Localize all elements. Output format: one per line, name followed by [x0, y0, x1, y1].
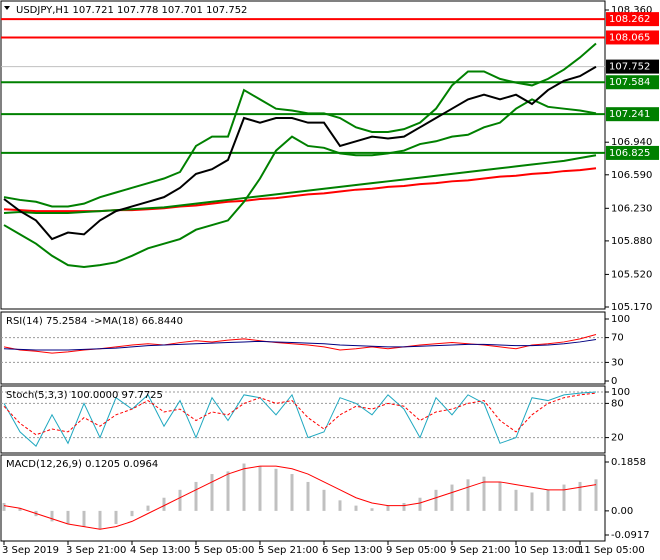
- x-tick-label: 6 Sep 13:00: [322, 545, 382, 556]
- panel-frame: [0, 454, 606, 542]
- macd-bar: [498, 481, 502, 511]
- panel-title: MACD(12,26,9) 0.1205 0.0964: [6, 459, 158, 470]
- macd-bar: [82, 510, 86, 527]
- x-tick-label: 9 Sep 05:00: [386, 545, 446, 556]
- level-label-box: [606, 107, 659, 122]
- menu-arrow: [4, 6, 10, 10]
- x-tick-label: 10 Sep 13:00: [514, 545, 581, 556]
- panel-title: USDJPY,H1 107.721 107.778 107.701 107.75…: [16, 5, 247, 16]
- macd-bar: [194, 481, 198, 511]
- y-tick-label: 0.1858: [611, 457, 646, 468]
- y-tick-label: 105.170: [611, 302, 652, 313]
- series-line: [3, 65, 597, 241]
- macd-bar: [338, 500, 342, 511]
- level-label: 108.065: [609, 32, 650, 43]
- macd-bar: [514, 489, 518, 511]
- macd-bar: [146, 505, 150, 511]
- macd-bar: [98, 510, 102, 530]
- current-price-box: [606, 59, 659, 74]
- level-label-box: [606, 145, 659, 160]
- macd-bar: [2, 502, 6, 511]
- macd-bar: [50, 510, 54, 522]
- series-line: [3, 98, 597, 268]
- y-tick-label: 100: [611, 387, 630, 398]
- x-tick-label: 3 Sep 21:00: [66, 545, 126, 556]
- series-line: [3, 154, 597, 214]
- panel-title: RSI(14) 75.2584 ->MA(18) 66.8440: [6, 316, 183, 327]
- macd-bar: [434, 489, 438, 511]
- x-tick-label: 5 Sep 21:00: [258, 545, 318, 556]
- current-price-label: 107.752: [609, 62, 650, 73]
- level-label: 107.241: [609, 109, 650, 120]
- macd-bar: [322, 489, 326, 511]
- series-line: [3, 338, 597, 351]
- macd-bar: [418, 497, 422, 511]
- macd-bar: [594, 479, 598, 511]
- series-line: [3, 42, 597, 208]
- panel-title: Stoch(5,3,3) 100.0000 97.7725: [6, 390, 163, 401]
- macd-bar: [274, 468, 278, 511]
- y-tick-label: 106.940: [611, 137, 652, 148]
- macd-bar: [178, 489, 182, 511]
- macd-bar: [226, 471, 230, 511]
- series-line: [3, 391, 597, 447]
- panel-frame: [0, 0, 606, 310]
- series-line: [3, 392, 597, 436]
- level-label-box: [606, 12, 659, 27]
- level-label-box: [606, 30, 659, 45]
- x-tick-label: 9 Sep 21:00: [450, 545, 510, 556]
- y-tick-label: 30: [611, 357, 624, 368]
- x-tick-label: 4 Sep 13:00: [130, 545, 190, 556]
- y-tick-label: 106.230: [611, 203, 652, 214]
- y-tick-label: 106.590: [611, 170, 652, 181]
- level-label: 106.825: [609, 148, 650, 159]
- y-tick-label: -0.0917: [611, 530, 650, 541]
- macd-bar: [290, 474, 294, 511]
- macd-bar: [66, 510, 70, 525]
- level-label-box: [606, 75, 659, 90]
- macd-bar: [450, 484, 454, 511]
- x-tick-label: 11 Sep 05:00: [578, 545, 645, 556]
- macd-bar: [354, 505, 358, 511]
- level-label: 107.584: [609, 77, 650, 88]
- macd-bar: [370, 508, 374, 511]
- macd-bar: [562, 484, 566, 511]
- macd-bar: [482, 476, 486, 511]
- x-tick-label: 5 Sep 05:00: [194, 545, 254, 556]
- y-tick-label: 100: [611, 314, 630, 325]
- y-tick-label: 0: [611, 376, 617, 387]
- macd-bar: [530, 492, 534, 511]
- macd-bar: [546, 489, 550, 511]
- macd-bar: [114, 510, 118, 525]
- macd-bar: [306, 481, 310, 511]
- x-tick-label: 3 Sep 2019: [2, 545, 59, 556]
- y-tick-label: 105.520: [611, 269, 652, 280]
- macd-bar: [18, 508, 22, 511]
- y-tick-label: 0.00: [611, 506, 633, 517]
- macd-bar: [162, 497, 166, 511]
- panel-frame: [0, 311, 606, 385]
- series-line: [3, 465, 597, 530]
- level-label: 108.262: [609, 14, 650, 25]
- y-tick-label: 108.360: [611, 5, 652, 16]
- y-tick-label: 20: [611, 433, 624, 444]
- macd-bar: [402, 502, 406, 511]
- panel-frame: [0, 385, 606, 454]
- macd-bar: [466, 479, 470, 511]
- macd-bar: [258, 466, 262, 511]
- y-tick-label: 105.880: [611, 236, 652, 247]
- macd-bar: [242, 463, 246, 511]
- macd-bar: [210, 474, 214, 511]
- y-tick-label: 80: [611, 398, 624, 409]
- y-tick-label: 70: [611, 333, 624, 344]
- macd-bar: [386, 505, 390, 511]
- macd-bar: [578, 481, 582, 511]
- macd-bar: [130, 510, 134, 517]
